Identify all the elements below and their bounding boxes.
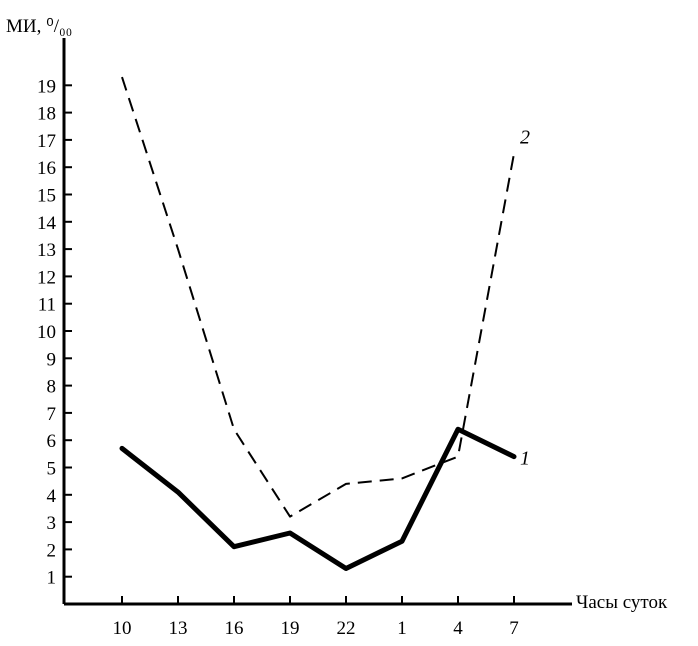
x-tick-label: 1 — [397, 618, 407, 639]
y-tick-label: 19 — [37, 76, 56, 97]
y-tick-label: 15 — [37, 186, 56, 207]
y-tick-label: 14 — [37, 213, 57, 234]
y-tick-label: 16 — [37, 158, 56, 179]
x-tick-label: 13 — [169, 618, 188, 639]
x-tick-label: 16 — [225, 618, 244, 639]
series-line-1 — [119, 426, 517, 571]
x-tick-label: 7 — [509, 618, 519, 639]
y-axis-title: МИ, ⁰/₀₀ — [6, 16, 72, 37]
y-tick-label: 8 — [47, 377, 57, 398]
y-tick-label: 5 — [47, 459, 57, 480]
y-tick-label: 4 — [47, 486, 57, 507]
y-tick-label: 6 — [47, 431, 57, 452]
series-layer: 12 — [119, 76, 530, 571]
y-tick-label: 11 — [38, 295, 56, 316]
series-line-2 — [121, 76, 515, 518]
y-tick-label: 1 — [47, 568, 57, 589]
series-label-2: 2 — [520, 127, 530, 149]
y-tick-label: 2 — [47, 540, 57, 561]
series-label-1: 1 — [520, 448, 530, 470]
y-tick-label: 7 — [47, 404, 57, 425]
y-tick-label: 10 — [37, 322, 56, 343]
x-tick-label: 22 — [337, 618, 356, 639]
y-tick-label: 9 — [47, 349, 57, 370]
x-axis-title: Часы суток — [576, 592, 668, 613]
y-tick-label: 3 — [47, 513, 57, 534]
x-tick-label: 10 — [113, 618, 132, 639]
y-tick-label: 17 — [37, 131, 56, 152]
x-tick-label: 19 — [281, 618, 300, 639]
x-tick-label: 4 — [453, 618, 463, 639]
y-tick-label: 18 — [37, 104, 56, 125]
y-tick-label: 13 — [37, 240, 56, 261]
x-ticks: 10 13 16 19 22 1 4 7 — [113, 596, 519, 639]
y-tick-label: 12 — [37, 267, 56, 288]
